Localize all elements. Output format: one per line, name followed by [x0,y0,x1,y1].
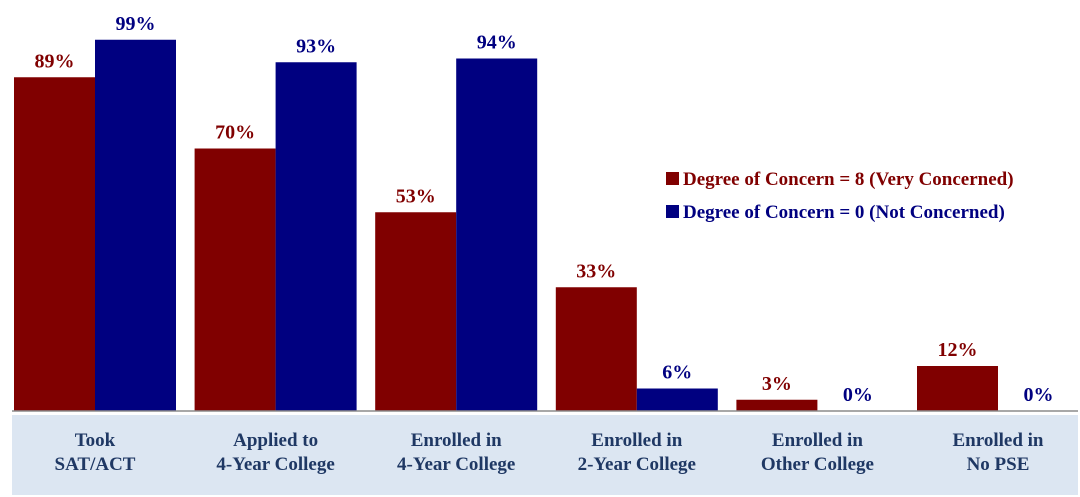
category-label-6-line1: Enrolled in [953,430,1044,451]
bar-s2-c4 [636,388,718,411]
bar-s1-c6 [917,366,998,411]
category-label-5-line1: Enrolled in [772,430,863,451]
legend-swatch-2 [666,205,679,218]
value-label-s1-c4: 33% [576,260,616,282]
category-label-1-line2: SAT/ACT [55,454,136,475]
legend-swatch-1 [666,172,679,185]
value-label-s1-c3: 53% [396,185,436,207]
category-label-1-line1: Took [75,430,116,451]
bar-s1-c1 [14,77,95,411]
value-label-s1-c2: 70% [215,122,255,144]
category-label-4-line1: Enrolled in [591,430,682,451]
legend-label-2: Degree of Concern = 0 (Not Concerned) [683,202,1005,223]
bar-s1-c3 [375,212,457,411]
bar-s1-c4 [555,287,637,411]
bar-s2-c3 [456,58,538,411]
value-label-s1-c5: 3% [762,373,792,395]
bar-s1-c2 [194,148,276,411]
value-label-s1-c6: 12% [938,339,978,361]
category-label-2-line2: 4-Year College [216,454,334,475]
category-label-4-line2: 2-Year College [578,454,696,475]
value-label-s2-c6: 0% [1024,384,1054,406]
bar-s1-c5 [736,399,818,411]
value-label-s2-c1: 99% [116,13,156,35]
bar-s2-c1 [95,39,176,411]
value-label-s1-c1: 89% [35,50,75,72]
bar-s2-c2 [275,62,357,411]
category-label-2-line1: Applied to [233,430,318,451]
value-label-s2-c2: 93% [296,35,336,57]
value-label-s2-c5: 0% [843,384,873,406]
value-label-s2-c4: 6% [662,362,692,384]
category-band [12,415,1078,495]
category-label-5-line2: Other College [761,454,874,475]
category-label-6-line2: No PSE [967,454,1030,475]
category-label-3-line2: 4-Year College [397,454,515,475]
legend: Degree of Concern = 8 (Very Concerned) De… [666,169,1014,223]
category-label-3-line1: Enrolled in [411,430,502,451]
value-label-s2-c3: 94% [477,32,517,54]
legend-label-1: Degree of Concern = 8 (Very Concerned) [683,169,1014,190]
